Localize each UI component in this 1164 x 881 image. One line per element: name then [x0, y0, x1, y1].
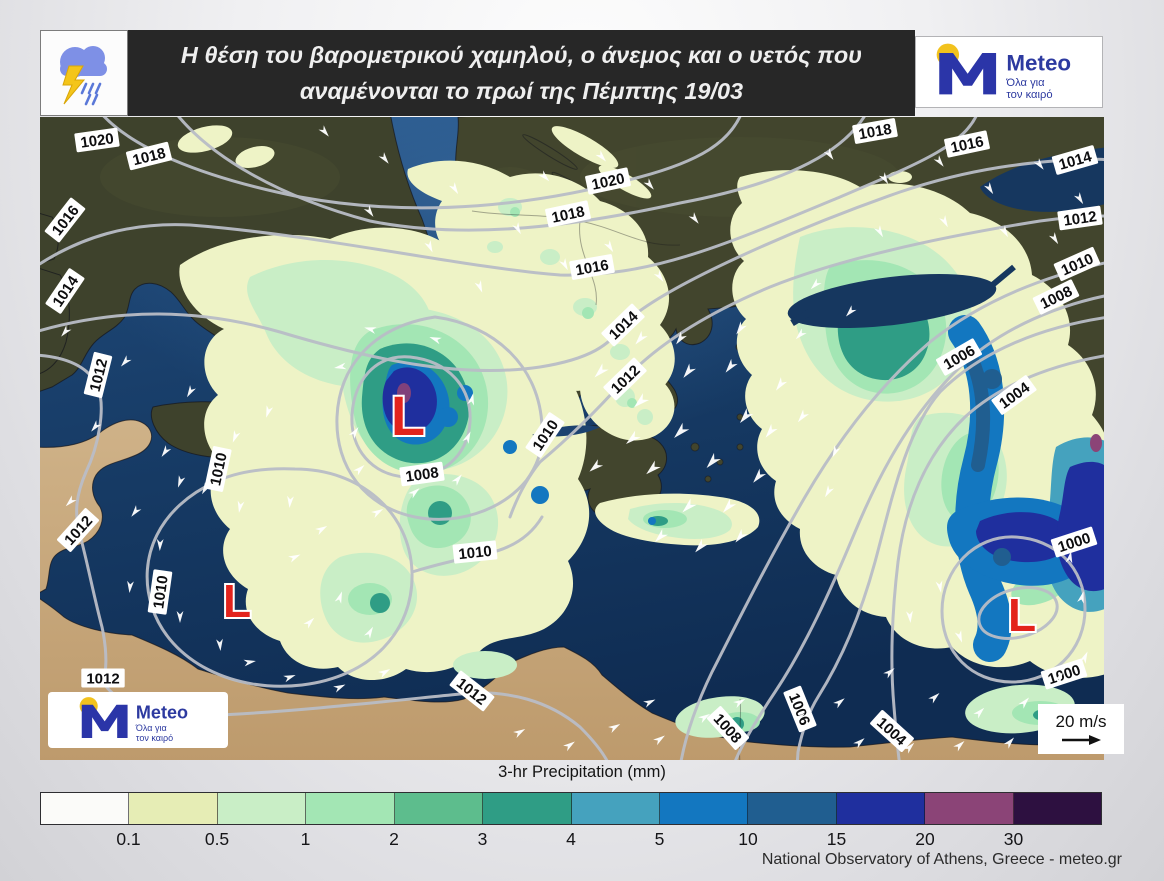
colorbar-cell: [41, 793, 130, 824]
low-pressure-marker: L: [391, 384, 425, 447]
brand-tagline-2: τον καιρό: [1006, 89, 1052, 101]
isobar-label: 1010: [147, 569, 173, 615]
colorbar-tick-label: 3: [477, 829, 488, 849]
svg-text:1016: 1016: [949, 133, 985, 157]
isobar-label: 1010: [452, 540, 498, 564]
colorbar-tick-label: 15: [826, 829, 847, 849]
weather-icon-box: [40, 30, 128, 116]
colorbar-tick-label: 30: [1003, 829, 1024, 849]
low-pressure-markers: L L L: [221, 382, 1038, 643]
brand-tagline-1: Όλα για: [135, 723, 167, 733]
meteo-logo-header: Meteo Όλα για τον καιρό: [915, 36, 1103, 108]
svg-text:1018: 1018: [857, 121, 893, 144]
svg-text:1016: 1016: [574, 257, 610, 280]
svg-text:1010: 1010: [150, 574, 171, 609]
page-title-line1: Η θέση του βαρομετρικού χαμηλού, ο άνεμο…: [180, 42, 863, 68]
isobar-label: 1016: [944, 130, 990, 158]
colorbar-tick-label: 0.1: [116, 829, 141, 849]
colorbar-cell: [306, 793, 395, 824]
forecast-map-canvas: 1020101810161014101210201018101610141012…: [33, 110, 1111, 769]
isobar-label: 1008: [399, 461, 445, 487]
colorbar-cell: [571, 793, 660, 824]
wind-scale-arrow-icon: [1062, 735, 1101, 745]
wind-scale-legend: 20 m/s: [1038, 704, 1124, 754]
colorbar-cell: [836, 793, 926, 824]
svg-text:1012: 1012: [1062, 208, 1097, 229]
brand-tagline-1: Όλα για: [1005, 77, 1045, 89]
isobar-label: 1012: [1057, 205, 1103, 231]
colorbar-cell: [925, 793, 1014, 824]
colorbar-cell: [1013, 793, 1102, 824]
svg-text:1018: 1018: [550, 203, 586, 227]
brand-name: Meteo: [1006, 50, 1071, 75]
colorbar-cell: [659, 793, 749, 824]
svg-text:1008: 1008: [404, 464, 439, 485]
colorbar-title: 3-hr Precipitation (mm): [498, 763, 666, 781]
colorbar: [40, 792, 1102, 825]
isobar-label: 1012: [81, 668, 125, 688]
storm-cloud-lightning-rain-icon: [60, 46, 107, 106]
colorbar-cell: [483, 793, 572, 824]
wind-scale-label: 20 m/s: [1055, 712, 1107, 731]
attribution-text: National Observatory of Athens, Greece -…: [761, 851, 1122, 868]
colorbar-ticks: 0.1 0.5 1 2 3 4 5 10 15 20 30: [40, 829, 1102, 851]
colorbar-tick-label: 0.5: [204, 829, 230, 849]
low-pressure-marker: L: [223, 575, 251, 627]
isobar-label: 1018: [545, 200, 591, 228]
colorbar-tick-label: 4: [566, 829, 576, 849]
svg-text:1020: 1020: [79, 130, 114, 151]
meteo-logo-icon: Meteo Όλα για τον καιρό: [79, 697, 188, 743]
colorbar-cell: [748, 793, 837, 824]
meteo-logo-icon: Meteo Όλα για τον καιρό: [936, 43, 1071, 101]
weather-map: 1020 1018 1016 1014 1012 1020 1018 1016 1014 1012…: [33, 110, 1111, 769]
svg-text:1010: 1010: [458, 543, 493, 563]
svg-text:1020: 1020: [590, 170, 626, 194]
svg-text:1010: 1010: [207, 451, 231, 487]
low-pressure-marker: L: [1008, 589, 1036, 641]
colorbar-tick-label: 2: [389, 829, 399, 849]
brand-tagline-2: τον καιρό: [136, 733, 173, 743]
isobar-label: 1020: [585, 167, 631, 195]
colorbar-tick-label: 1: [300, 829, 311, 849]
svg-text:1012: 1012: [86, 671, 119, 688]
brand-name: Meteo: [136, 703, 188, 723]
header-bar: Η θέση του βαρομετρικού χαμηλού, ο άνεμο…: [128, 30, 915, 116]
colorbar-tick-label: 10: [738, 829, 758, 849]
colorbar-tick-label: 5: [654, 829, 665, 849]
colorbar-tick-label: 20: [915, 829, 935, 849]
isobar-label: 1020: [74, 127, 120, 153]
isobar-label: 1016: [569, 254, 615, 280]
page-title-line2: αναμένονται το πρωί της Πέμπτης 19/03: [299, 78, 744, 104]
colorbar-cell: [394, 793, 484, 824]
colorbar-cell: [217, 793, 307, 824]
meteo-logo-map: Meteo Όλα για τον καιρό: [48, 692, 228, 748]
isobar-label: 1010: [204, 446, 232, 492]
isobar-label: 1018: [852, 118, 898, 144]
colorbar-cell: [129, 793, 218, 824]
